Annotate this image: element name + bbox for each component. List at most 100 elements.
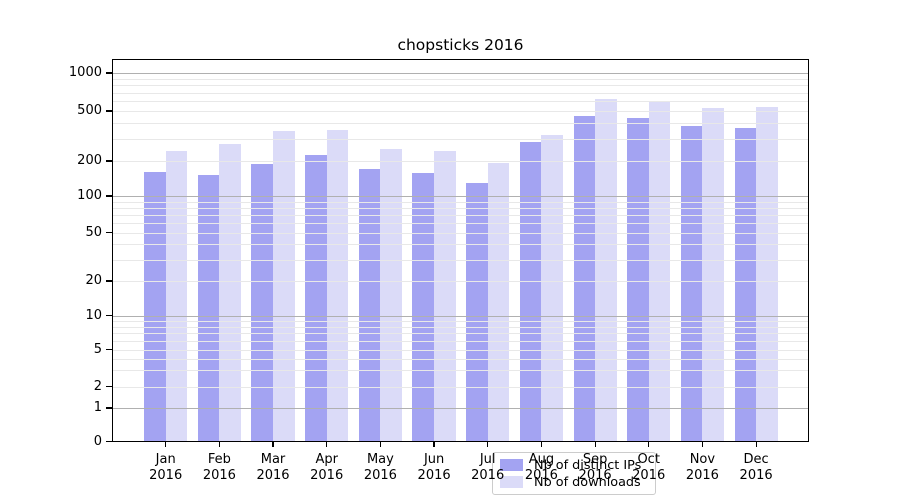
legend-item-distinct-ips: Nb of distinct IPs	[500, 457, 655, 473]
legend-item-downloads: Nb of downloads	[500, 474, 655, 490]
x-tick-mark	[648, 442, 650, 447]
y-tick-label: 2	[93, 378, 102, 394]
bar-distinct-ips	[466, 183, 488, 441]
gridline-minor	[113, 259, 808, 261]
gridline-minor	[113, 320, 808, 322]
y-tick-mark	[106, 348, 112, 351]
gridline-major	[113, 408, 808, 409]
gridline-minor	[113, 358, 808, 360]
x-tick-label: May 2016	[363, 452, 397, 483]
x-tick-mark	[379, 442, 382, 447]
gridline-minor	[113, 207, 808, 209]
chart-title: chopsticks 2016	[397, 36, 524, 54]
gridline-minor	[113, 78, 808, 80]
x-tick-label: Dec 2016	[739, 452, 773, 483]
gridline-minor	[113, 123, 808, 125]
legend-label-downloads: Nb of downloads	[534, 474, 641, 490]
y-tick-mark	[106, 440, 112, 443]
y-tick-mark	[106, 280, 112, 282]
y-tick-mark	[106, 315, 112, 317]
x-tick-mark	[326, 442, 328, 447]
x-tick-label: Apr 2016	[310, 452, 344, 483]
bar-distinct-ips	[144, 172, 166, 441]
gridline-minor	[113, 138, 808, 140]
gridline-minor	[113, 326, 808, 328]
x-tick-label: Jul 2016	[471, 452, 505, 483]
gridline-minor	[113, 222, 808, 224]
bar-distinct-ips	[197, 174, 220, 441]
bar-distinct-ips	[412, 173, 434, 441]
gridline-minor	[113, 340, 808, 342]
y-tick-label: 100	[77, 188, 102, 203]
bar-downloads	[487, 163, 510, 441]
bar-downloads	[219, 144, 241, 441]
gridline-minor	[113, 244, 808, 246]
y-tick-mark	[106, 72, 112, 74]
bar-distinct-ips	[305, 155, 327, 441]
bar-downloads	[380, 149, 402, 441]
legend-swatch-distinct-ips	[500, 459, 523, 471]
gridline-minor	[113, 333, 808, 335]
legend-label-distinct-ips: Nb of distinct IPs	[534, 457, 642, 473]
x-tick-label: Aug 2016	[524, 452, 558, 483]
gridline-major	[113, 73, 808, 74]
y-tick-label: 20	[85, 273, 102, 288]
plot-area: Nb of distinct IPs Nb of downloads	[112, 59, 809, 495]
gridline-major	[113, 315, 808, 317]
x-tick-mark	[165, 442, 167, 447]
bar-downloads	[648, 100, 671, 441]
y-tick-label: 200	[77, 153, 102, 168]
gridline-minor	[113, 370, 808, 372]
x-tick-label: Oct 2016	[632, 452, 666, 483]
y-tick-mark	[106, 160, 112, 162]
gridline-minor	[113, 85, 808, 87]
y-tick-mark	[106, 195, 112, 197]
gridline-minor	[113, 92, 808, 94]
gridline-minor	[113, 281, 808, 282]
bar-downloads	[541, 135, 563, 441]
bar-downloads	[326, 130, 349, 441]
x-tick-label: Nov 2016	[685, 452, 719, 483]
bar-distinct-ips	[627, 118, 649, 441]
x-tick-mark	[272, 442, 274, 447]
x-tick-mark	[594, 442, 596, 447]
bar-downloads	[756, 106, 778, 441]
x-tick-label: Jun 2016	[417, 452, 451, 483]
x-tick-mark	[701, 442, 704, 447]
x-tick-mark	[755, 442, 757, 447]
bar-distinct-ips	[251, 164, 273, 441]
x-tick-label: Jan 2016	[149, 452, 183, 483]
bar-distinct-ips	[734, 127, 757, 441]
y-tick-label: 500	[77, 103, 102, 118]
gridline-minor	[113, 232, 808, 234]
gridline-minor	[113, 214, 808, 216]
y-tick-mark	[106, 110, 112, 112]
bar-downloads	[273, 131, 295, 441]
bar-downloads	[702, 108, 724, 441]
x-tick-label: Feb 2016	[202, 452, 236, 483]
bar-distinct-ips	[573, 115, 596, 441]
y-tick-label: 10	[85, 307, 102, 323]
bar-distinct-ips	[680, 125, 703, 441]
y-tick-mark	[106, 407, 112, 409]
y-tick-label: 1000	[68, 65, 102, 80]
y-tick-label: 1	[93, 400, 102, 415]
gridline-major	[113, 196, 808, 197]
x-tick-mark	[487, 442, 489, 447]
gridline-minor	[113, 101, 808, 102]
gridline-minor	[113, 386, 808, 388]
x-tick-mark	[540, 442, 543, 447]
bar-downloads	[165, 150, 188, 441]
y-tick-mark	[106, 385, 112, 388]
y-tick-label: 50	[85, 224, 102, 240]
gridline-minor	[113, 349, 808, 351]
x-tick-mark	[433, 442, 435, 447]
y-tick-label: 5	[93, 341, 102, 357]
gridline-minor	[113, 111, 808, 112]
bar-downloads	[434, 150, 456, 441]
legend-swatch-downloads	[500, 476, 523, 488]
x-tick-mark	[218, 442, 221, 447]
bar-downloads	[595, 99, 617, 441]
bar-distinct-ips	[519, 142, 542, 441]
